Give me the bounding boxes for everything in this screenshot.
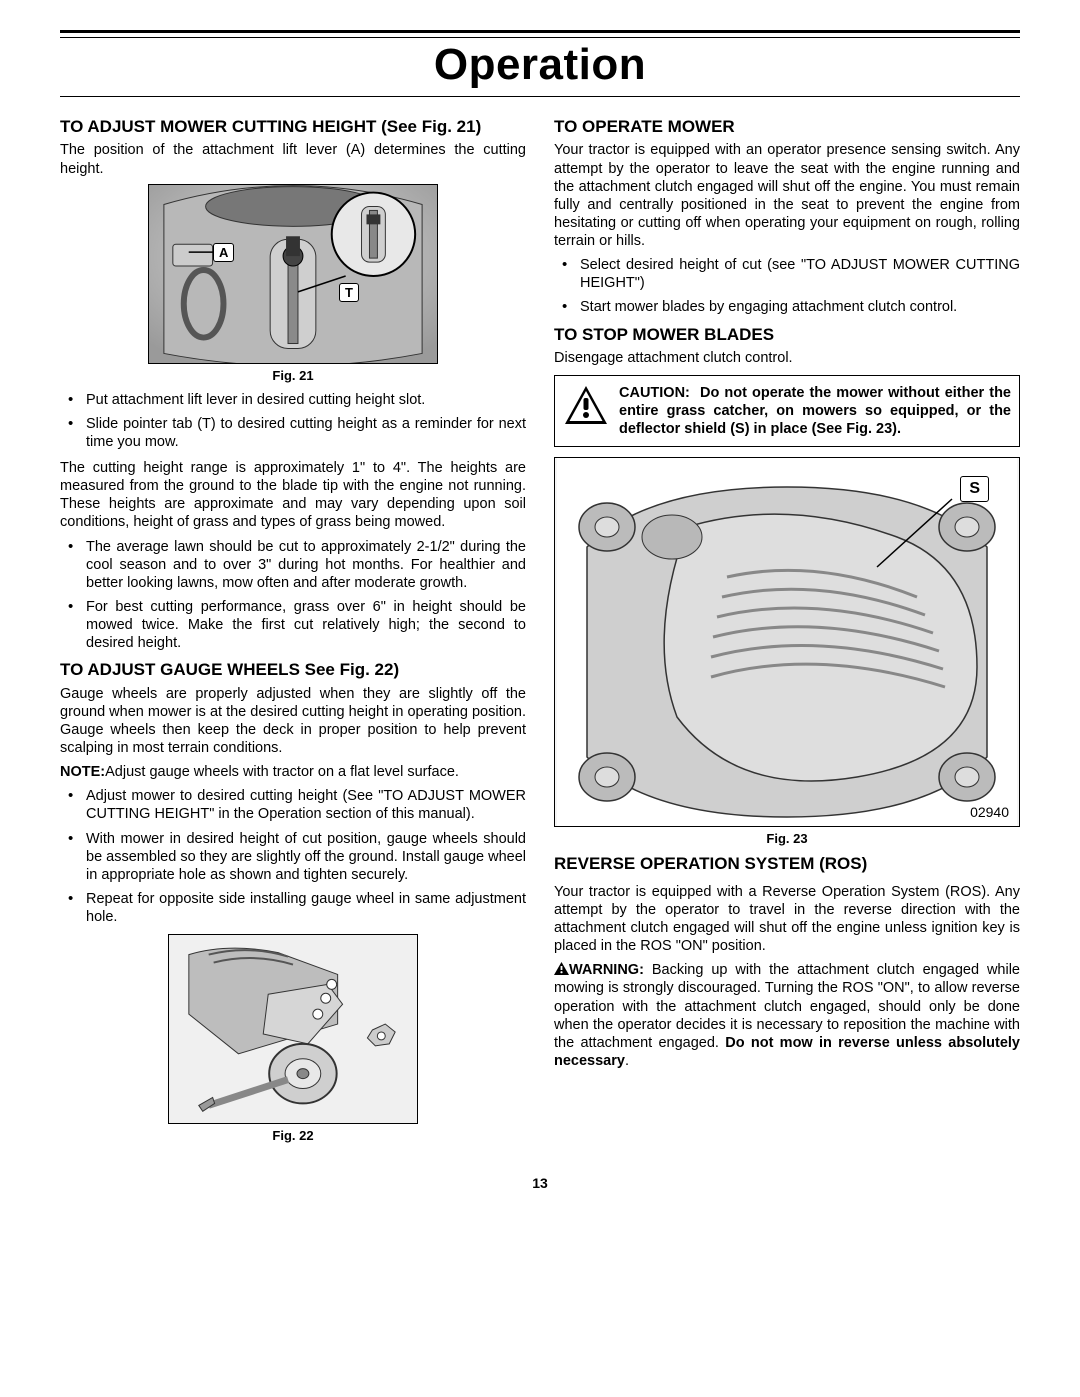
caution-text: CAUTION: Do not operate the mower withou… [619,384,1011,438]
note-text: Adjust gauge wheels with tractor on a fl… [105,764,459,780]
bullet-select-height: Select desired height of cut (see "TO AD… [580,256,1020,292]
bullet-tall-grass: For best cutting performance, grass over… [86,598,526,652]
figure-23: S 02940 [554,457,1020,827]
para-ros: Your tractor is equipped with a Reverse … [554,883,1020,956]
two-column-layout: TO ADJUST MOWER CUTTING HEIGHT (See Fig.… [60,111,1020,1151]
fig22-caption: Fig. 22 [60,1128,526,1143]
note-gauge-wheels: NOTE:Adjust gauge wheels with tractor on… [60,763,526,781]
fig23-label-s: S [960,476,989,502]
page-number: 13 [60,1175,1020,1191]
bullet-avg-lawn: The average lawn should be cut to approx… [86,538,526,592]
figure-22 [168,934,418,1124]
caution-box: CAUTION: Do not operate the mower withou… [554,375,1020,447]
bullet-adjust-height: Adjust mower to desired cutting height (… [86,787,526,823]
figure-23-svg [555,457,1019,827]
para-lift-lever: The position of the attachment lift leve… [60,141,526,177]
heading-operate-mower: TO OPERATE MOWER [554,117,1020,137]
heading-ros: REVERSE OPERATION SYSTEM (ROS) [554,854,1020,874]
para-gauge-wheels: Gauge wheels are properly adjusted when … [60,685,526,758]
bullets-cutting-height-1: Put attachment lift lever in desired cut… [60,391,526,451]
para-disengage: Disengage attachment clutch control. [554,349,1020,367]
right-column: TO OPERATE MOWER Your tractor is equippe… [554,111,1020,1151]
para-cutting-range: The cutting height range is approximatel… [60,459,526,532]
fig23-partno: 02940 [970,804,1009,820]
bullets-operate-mower: Select desired height of cut (see "TO AD… [554,256,1020,316]
figure-21-svg [149,184,437,364]
bullet-install-wheel: With mower in desired height of cut posi… [86,830,526,884]
fig21-label-t: T [339,283,359,302]
bullet-engage-clutch: Start mower blades by engaging attachmen… [580,298,1020,316]
bullet-lift-lever-slot: Put attachment lift lever in desired cut… [86,391,526,409]
fig23-caption: Fig. 23 [554,831,1020,846]
heading-adjust-gauge-wheels: TO ADJUST GAUGE WHEELS See Fig. 22) [60,660,526,680]
figure-21: A T [148,184,438,364]
page-title: Operation [60,38,1020,96]
bullet-repeat-opposite: Repeat for opposite side installing gaug… [86,890,526,926]
heading-adjust-cutting-height: TO ADJUST MOWER CUTTING HEIGHT (See Fig.… [60,117,526,137]
warning-icon [563,384,609,426]
title-underline [60,96,1020,97]
caution-label: CAUTION: [619,385,690,401]
warning-icon-small [554,962,569,975]
warning-label: WARNING: [569,962,644,978]
fig21-caption: Fig. 21 [60,368,526,383]
heading-stop-blades: TO STOP MOWER BLADES [554,325,1020,345]
bullets-gauge-wheels: Adjust mower to desired cutting height (… [60,787,526,926]
note-label: NOTE: [60,764,105,780]
figure-22-svg [169,934,417,1124]
left-column: TO ADJUST MOWER CUTTING HEIGHT (See Fig.… [60,111,526,1151]
para-ros-warning: WARNING: Backing up with the attachment … [554,961,1020,1070]
bullets-cutting-height-2: The average lawn should be cut to approx… [60,538,526,653]
bullet-pointer-tab: Slide pointer tab (T) to desired cutting… [86,415,526,451]
para-operator-presence: Your tractor is equipped with an operato… [554,141,1020,250]
top-rule-thick [60,30,1020,33]
fig21-label-a: A [213,243,234,262]
